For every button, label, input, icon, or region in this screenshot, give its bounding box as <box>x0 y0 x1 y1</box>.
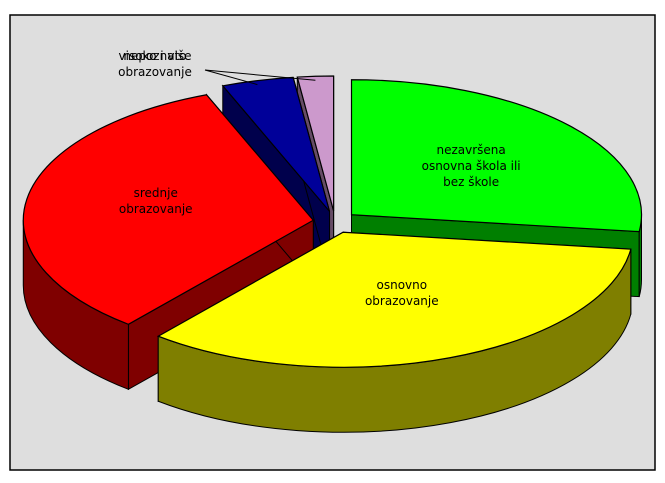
slice-label-text: visoko i više obrazovanje <box>118 49 192 79</box>
labels: nezavršena osnovna škola ili bez škole os… <box>118 49 521 309</box>
slice-top <box>156 231 632 368</box>
leader-line <box>204 69 258 86</box>
slice-label-text: osnovno obrazovanje <box>364 278 439 309</box>
slice-label: nezavršena osnovna škola ili bez škole <box>421 142 521 189</box>
pie <box>22 75 643 433</box>
slice-top <box>350 79 643 233</box>
slice-label: osnovno obrazovanje <box>364 278 439 309</box>
slice-label: visoko i više obrazovanje <box>118 49 192 79</box>
leader-line <box>204 69 316 81</box>
slice-label: nepoznato <box>123 49 187 63</box>
slice-label-text: nezavršena osnovna škola ili bez škole <box>421 142 521 189</box>
slice-label: srednje obrazovanje <box>118 185 193 216</box>
slice-top <box>296 75 335 212</box>
slice-top <box>22 94 315 325</box>
slice-label-text: srednje obrazovanje <box>118 185 193 216</box>
slice-label-text: nepoznato <box>123 49 187 63</box>
slice-top <box>221 76 331 212</box>
